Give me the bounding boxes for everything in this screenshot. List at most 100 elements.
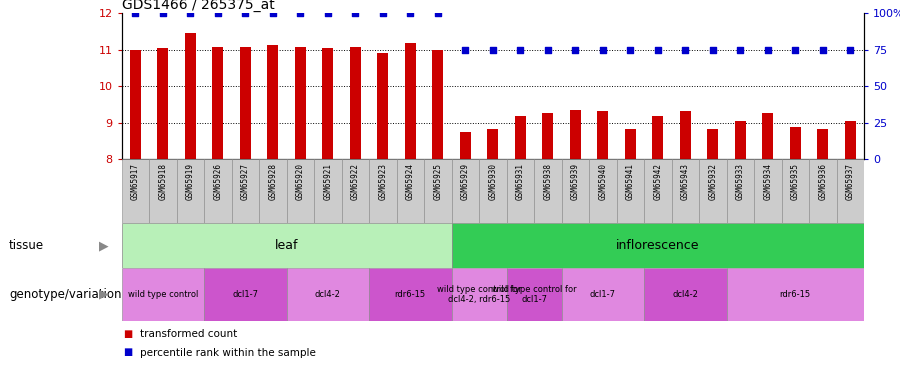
Bar (479, 159, 507, 223)
Bar (286, 159, 314, 223)
Bar (341, 159, 369, 223)
Bar (562, 268, 644, 321)
Text: GSM65940: GSM65940 (598, 163, 608, 200)
Bar (534, 159, 562, 223)
Point (458, 47, 473, 53)
Point (238, 10, 252, 16)
Bar (781, 159, 809, 223)
Point (788, 47, 803, 53)
Text: dcl4-2: dcl4-2 (315, 290, 341, 299)
Text: GSM65928: GSM65928 (268, 163, 277, 200)
Bar (130, 50, 140, 159)
Point (348, 10, 363, 16)
Text: rdr6-15: rdr6-15 (395, 290, 426, 299)
Text: GSM65929: GSM65929 (461, 163, 470, 200)
Text: GSM65942: GSM65942 (653, 163, 662, 200)
Bar (598, 111, 608, 159)
Text: GSM65917: GSM65917 (130, 163, 140, 200)
Text: ▶: ▶ (99, 288, 108, 301)
Bar (671, 159, 699, 223)
Bar (817, 129, 828, 159)
Text: GSM65934: GSM65934 (763, 163, 772, 200)
Bar (122, 268, 204, 321)
Text: ■: ■ (123, 348, 132, 357)
Text: GSM65924: GSM65924 (406, 163, 415, 200)
Bar (322, 48, 333, 159)
Point (815, 47, 830, 53)
Bar (452, 223, 864, 268)
Bar (212, 47, 223, 159)
Point (596, 47, 610, 53)
Text: GSM65943: GSM65943 (680, 163, 689, 200)
Point (651, 47, 665, 53)
Bar (176, 159, 204, 223)
Text: tissue: tissue (9, 239, 44, 252)
Text: GSM65925: GSM65925 (433, 163, 442, 200)
Text: leaf: leaf (274, 239, 298, 252)
Bar (204, 159, 231, 223)
Bar (644, 268, 726, 321)
Bar (487, 129, 499, 159)
Bar (405, 43, 416, 159)
Point (513, 47, 527, 53)
Bar (762, 112, 773, 159)
Text: rdr6-15: rdr6-15 (779, 290, 811, 299)
Text: GSM65935: GSM65935 (791, 163, 800, 200)
Bar (734, 121, 746, 159)
Point (486, 47, 500, 53)
Text: GSM65939: GSM65939 (571, 163, 580, 200)
Point (156, 10, 170, 16)
Bar (377, 53, 388, 159)
Point (733, 47, 747, 53)
Text: transformed count: transformed count (140, 329, 237, 339)
Point (706, 47, 720, 53)
Bar (616, 159, 644, 223)
Bar (286, 268, 369, 321)
Text: GSM65918: GSM65918 (158, 163, 167, 200)
Text: GSM65933: GSM65933 (736, 163, 745, 200)
Text: ▶: ▶ (99, 239, 108, 252)
Bar (542, 112, 554, 159)
Bar (754, 159, 781, 223)
Point (403, 10, 418, 16)
Bar (589, 159, 616, 223)
Point (183, 10, 197, 16)
Point (320, 10, 335, 16)
Bar (699, 159, 726, 223)
Bar (184, 33, 196, 159)
Bar (158, 48, 168, 159)
Point (678, 47, 692, 53)
Point (128, 10, 142, 16)
Point (760, 47, 775, 53)
Text: GSM65932: GSM65932 (708, 163, 717, 200)
Bar (625, 129, 635, 159)
Text: percentile rank within the sample: percentile rank within the sample (140, 348, 315, 357)
Point (375, 10, 390, 16)
Text: wild type control: wild type control (128, 290, 198, 299)
Bar (397, 159, 424, 223)
Bar (726, 159, 754, 223)
Point (211, 10, 225, 16)
Text: GSM65919: GSM65919 (185, 163, 194, 200)
Text: genotype/variation: genotype/variation (9, 288, 122, 301)
Bar (507, 159, 534, 223)
Text: GSM65931: GSM65931 (516, 163, 525, 200)
Bar (295, 47, 306, 159)
Bar (460, 132, 471, 159)
Bar (432, 50, 443, 159)
Text: GSM65927: GSM65927 (241, 163, 250, 200)
Text: GSM65926: GSM65926 (213, 163, 222, 200)
Bar (350, 47, 361, 159)
Text: GSM65920: GSM65920 (296, 163, 305, 200)
Bar (424, 159, 452, 223)
Bar (204, 268, 286, 321)
Bar (515, 116, 526, 159)
Point (843, 47, 858, 53)
Bar (122, 159, 149, 223)
Bar (231, 159, 259, 223)
Bar (369, 159, 397, 223)
Text: GSM65938: GSM65938 (544, 163, 553, 200)
Text: ■: ■ (123, 329, 132, 339)
Bar (562, 159, 589, 223)
Bar (259, 159, 286, 223)
